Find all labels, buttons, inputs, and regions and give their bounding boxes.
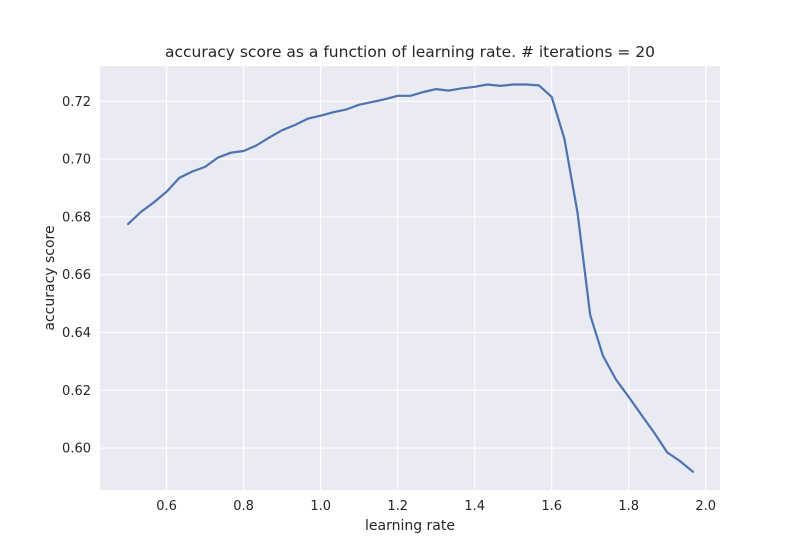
y-tick-label: 0.72 (62, 95, 91, 110)
x-axis-label: learning rate (365, 518, 455, 534)
x-tick-label: 1.0 (310, 499, 331, 514)
grid (100, 66, 720, 490)
y-axis-label: accuracy score (42, 225, 58, 330)
x-tick-label: 1.2 (387, 499, 408, 514)
x-tick-label: 1.6 (541, 499, 562, 514)
y-tick-label: 0.66 (62, 268, 91, 283)
x-tick-label: 1.8 (618, 499, 639, 514)
y-tick-label: 0.60 (62, 442, 91, 457)
x-tick-label: 2.0 (695, 499, 716, 514)
y-tick-label: 0.68 (62, 210, 91, 225)
y-tick-label: 0.64 (62, 326, 91, 341)
tick-labels: 0.6 0.8 1.0 1.2 1.4 1.6 1.8 2.0 0.60 0.62 0.64 0.66… (62, 95, 716, 514)
x-tick-label: 0.6 (156, 499, 177, 514)
series-line (127, 83, 695, 473)
plot-area (100, 66, 720, 490)
x-tick-label: 0.8 (233, 499, 254, 514)
y-tick-label: 0.70 (62, 153, 91, 168)
series-layer (127, 83, 695, 473)
x-tick-label: 1.4 (464, 499, 485, 514)
chart-title: accuracy score as a function of learning… (165, 43, 655, 61)
y-tick-label: 0.62 (62, 384, 91, 399)
